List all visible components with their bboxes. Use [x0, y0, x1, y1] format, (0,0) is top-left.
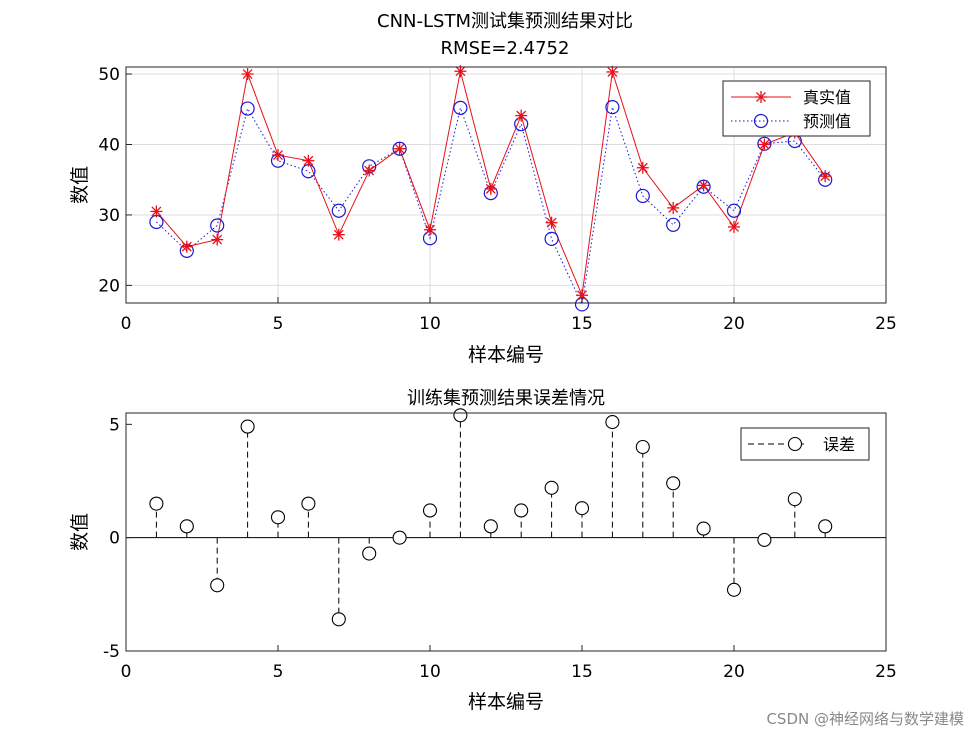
true-point	[819, 170, 832, 183]
true-point	[180, 240, 193, 253]
error-point	[635, 439, 650, 455]
true-point	[667, 201, 680, 214]
true-point	[272, 149, 284, 162]
top-chart-legend: 真实值 预测值	[722, 80, 871, 137]
bottom-ytick-label: 0	[109, 529, 120, 549]
error-point	[757, 532, 772, 547]
error-point	[818, 519, 833, 534]
pred-point	[210, 218, 225, 233]
error-point	[453, 408, 468, 423]
error-point	[240, 419, 255, 434]
error-point	[422, 503, 438, 518]
bottom-chart-markers	[149, 408, 833, 627]
error-point	[392, 530, 407, 545]
true-point	[545, 216, 558, 229]
true-point	[697, 179, 710, 192]
error-point	[210, 578, 225, 593]
bottom-chart-title: 训练集预测结果误差情况	[407, 388, 605, 409]
top-xtick-label: 15	[571, 314, 593, 334]
error-point	[726, 582, 742, 597]
bottom-xtick-label: 15	[571, 662, 593, 682]
error-point	[605, 415, 620, 430]
true-point	[150, 205, 163, 218]
error-point	[574, 501, 590, 516]
top-xtick-label: 25	[875, 314, 897, 334]
top-xtick-label: 5	[273, 314, 284, 334]
true-point	[241, 68, 254, 81]
top-chart: 0 5 10 15 20 25 20 30 40 50 样本编号 数值 真实值 预测值	[69, 65, 897, 366]
error-point	[514, 503, 529, 518]
legend-label-true: 真实值	[803, 88, 851, 107]
bottom-chart-ylabel: 数值	[69, 513, 91, 551]
true-point	[332, 228, 345, 241]
true-point	[484, 182, 497, 195]
bottom-xtick-label: 10	[419, 662, 441, 682]
legend-marker-pred	[753, 113, 769, 129]
bottom-xtick-label: 20	[723, 662, 745, 682]
bottom-xtick-label: 25	[875, 662, 897, 682]
error-point	[544, 480, 559, 495]
true-point	[424, 223, 436, 236]
true-point	[363, 164, 376, 177]
legend-label-pred: 预测值	[803, 112, 851, 131]
top-chart-title: CNN-LSTM测试集预测结果对比	[377, 11, 633, 32]
error-point	[270, 510, 286, 525]
top-ytick-label: 50	[98, 65, 120, 85]
bottom-chart-legend: 误差	[740, 427, 870, 461]
top-xtick-label: 20	[723, 314, 745, 334]
top-ytick-label: 30	[98, 206, 120, 226]
true-point	[636, 161, 649, 174]
true-point	[454, 65, 467, 78]
top-chart-ylabel: 数值	[69, 166, 91, 204]
top-xtick-label: 0	[121, 314, 132, 334]
pred-point	[544, 231, 559, 246]
legend-marker-true	[755, 91, 767, 103]
top-ytick-label: 40	[98, 135, 120, 155]
true-point	[758, 138, 771, 151]
top-chart-series-markers	[149, 65, 833, 312]
pred-point	[453, 100, 468, 115]
error-point	[179, 519, 194, 534]
error-point	[149, 496, 164, 511]
error-point	[483, 519, 498, 534]
bottom-xtick-label: 0	[121, 662, 132, 682]
pred-point	[726, 203, 742, 218]
true-point	[728, 220, 740, 233]
pred-point	[392, 141, 407, 156]
error-point	[666, 476, 681, 491]
top-xtick-label: 10	[419, 314, 441, 334]
bottom-chart-xlabel: 样本编号	[468, 691, 544, 713]
true-point	[211, 233, 224, 246]
error-point	[787, 492, 802, 507]
true-point	[515, 109, 528, 122]
bottom-chart-ticks: 0 5 10 15 20 25-505	[103, 415, 897, 682]
legend-marker-error	[787, 436, 803, 452]
error-point	[362, 546, 377, 561]
pred-point	[331, 203, 346, 218]
pred-point	[666, 217, 681, 232]
pred-point	[605, 100, 620, 115]
true-point	[302, 154, 315, 167]
top-legend-box	[722, 80, 871, 137]
error-point	[301, 496, 316, 511]
bottom-ytick-label: 5	[109, 415, 120, 435]
error-point	[331, 612, 346, 627]
watermark: CSDN @神经网络与数学建模	[766, 710, 964, 728]
bottom-xtick-label: 5	[273, 662, 284, 682]
legend-label-error: 误差	[823, 435, 855, 454]
error-point	[696, 521, 711, 536]
bottom-ytick-label: -5	[103, 642, 120, 662]
top-chart-xlabel: 样本编号	[468, 344, 544, 366]
top-chart-subtitle: RMSE=2.4752	[441, 38, 570, 59]
true-point	[606, 65, 619, 78]
bottom-chart-frame	[125, 412, 887, 652]
top-ytick-label: 20	[98, 276, 120, 296]
bottom-chart: 0 5 10 15 20 25-505 样本编号 数值 误差	[69, 408, 897, 713]
pred-point	[240, 101, 255, 116]
true-point	[393, 142, 406, 155]
pred-point	[635, 188, 650, 204]
top-chart-frame	[125, 66, 887, 304]
top-chart-ticks: 0 5 10 15 20 25 20 30 40 50	[98, 65, 896, 334]
